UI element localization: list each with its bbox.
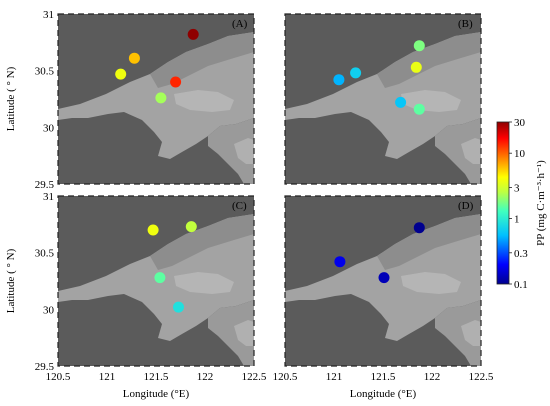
panel-label-c: (C) — [232, 200, 247, 212]
station-point — [155, 92, 167, 104]
station-point — [187, 28, 199, 40]
x-tick-label: 122.5 — [469, 371, 494, 383]
panel-d-points — [334, 222, 425, 284]
station-point — [350, 67, 362, 79]
x-tick-label: 121.5 — [144, 371, 169, 383]
panel-a: (A) — [57, 13, 255, 185]
x-tick-label: 120.5 — [46, 371, 71, 383]
y-tick-label: 30 — [43, 304, 55, 316]
station-point — [334, 256, 346, 268]
y-tick-label: 31 — [43, 191, 54, 203]
x-axis-title-left: Longitude (°E) — [123, 388, 190, 400]
y-tick-label: 29.5 — [35, 179, 55, 191]
station-point — [115, 68, 127, 80]
colorbar-ticks: 0.1 0.3 1 3 10 30 — [509, 117, 528, 291]
panel-b: (B) — [284, 13, 482, 185]
colorbar-tick-label: 3 — [514, 182, 520, 194]
station-point — [333, 74, 345, 86]
colorbar-tick-label: 30 — [514, 117, 526, 129]
panel-label-d: (D) — [458, 200, 474, 212]
station-point — [173, 301, 184, 313]
panel-a-points — [115, 28, 199, 104]
colorbar-label: PP (mg C·m⁻³·h⁻¹) — [535, 160, 547, 246]
station-point — [128, 52, 140, 64]
y-tick-label: 30 — [43, 122, 55, 134]
x-tick-label: 121.5 — [371, 371, 396, 383]
station-point — [154, 272, 166, 284]
axis-ticks: 120.5 121 121.5 122 122.5 120.5 121 121.5 122 122… — [35, 9, 494, 383]
station-point — [147, 224, 159, 236]
x-tick-label: 120.5 — [273, 371, 298, 383]
y-tick-label: 30.5 — [35, 248, 55, 260]
y-axis-title-top: Latitude ( ° N) — [5, 66, 17, 131]
panel-label-b: (B) — [458, 18, 473, 30]
x-tick-label: 121 — [99, 371, 116, 383]
station-point — [395, 96, 407, 108]
x-tick-label: 122 — [197, 371, 214, 383]
y-tick-label: 30.5 — [35, 66, 55, 78]
panel-c: (C) — [57, 195, 255, 367]
station-point — [378, 272, 390, 284]
station-point — [185, 221, 197, 233]
panel-b-points — [333, 40, 425, 115]
colorbar-ramp — [496, 121, 510, 285]
x-tick-label: 122 — [424, 371, 441, 383]
colorbar-tick-label: 0.1 — [514, 279, 528, 291]
y-axis-title-bottom: Latitude ( ° N) — [5, 248, 17, 313]
station-point — [413, 222, 425, 234]
station-point — [410, 61, 422, 73]
colorbar-tick-label: 0.3 — [514, 248, 528, 260]
x-axis-title-right: Longitude (°E) — [350, 388, 417, 400]
x-tick-label: 122.5 — [242, 371, 267, 383]
colorbar: 0.1 0.3 1 3 10 30 PP (mg C·m⁻³·h⁻¹) — [496, 117, 547, 291]
station-point — [413, 40, 425, 52]
colorbar-tick-label: 1 — [514, 214, 520, 226]
x-tick-label: 121 — [326, 371, 343, 383]
station-point — [413, 103, 425, 115]
station-point — [170, 76, 182, 88]
panel-label-a: (A) — [232, 18, 248, 30]
y-tick-label: 29.5 — [35, 361, 55, 373]
panel-d: (D) — [284, 195, 482, 367]
colorbar-tick-label: 10 — [514, 148, 526, 160]
panel-c-points — [147, 221, 197, 313]
y-tick-label: 31 — [43, 9, 54, 21]
